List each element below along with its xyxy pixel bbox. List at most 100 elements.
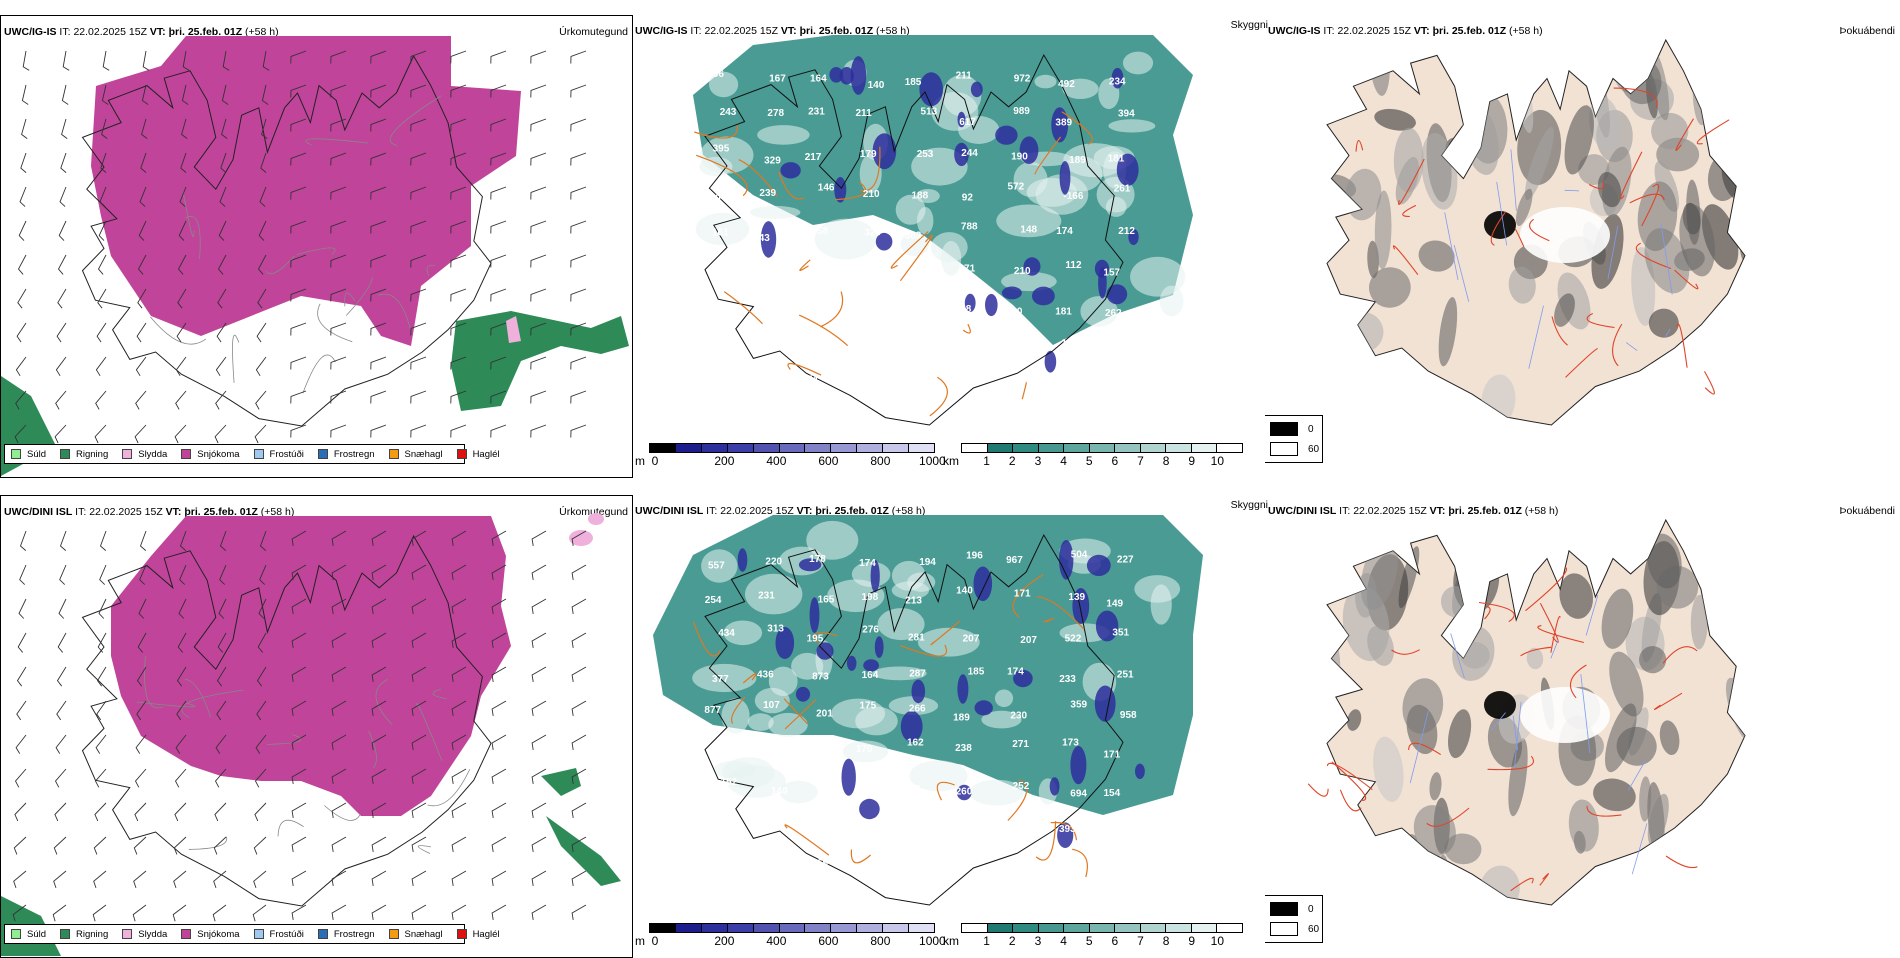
cloud-base-label: 185 (905, 77, 922, 88)
wind-barbs (14, 50, 587, 444)
legend-item: Snæhagl (388, 449, 443, 460)
legend-swatch (388, 929, 399, 939)
road-line (930, 620, 961, 646)
cloud-base-label: 210 (863, 189, 880, 200)
precip-map[interactable] (1, 16, 633, 478)
road-line (1569, 664, 1587, 699)
wind-barb (94, 768, 107, 788)
cloud-base-label: 166 (768, 744, 785, 755)
wind-barb (55, 356, 67, 377)
river-line (1585, 594, 1599, 636)
fog-patch (1647, 533, 1682, 589)
cloud-base-label: 181 (1055, 307, 1072, 318)
road-line (1478, 601, 1515, 623)
colorbar-tick: 9 (1188, 934, 1196, 948)
wind-barb (291, 870, 307, 886)
fog-patch (1601, 588, 1634, 649)
cloud-base-label: 185 (968, 667, 985, 678)
colorbar-tick: 4 (1060, 454, 1067, 468)
low-cloud-area (974, 700, 993, 716)
legend-swatch (122, 449, 133, 459)
road-line (305, 138, 369, 146)
low-cloud-area (1001, 286, 1022, 300)
cloud-base-label: 434 (718, 628, 735, 639)
wind-barb (331, 666, 347, 682)
fog-patch (1342, 58, 1353, 79)
wind-barb (331, 632, 347, 648)
panel-header: UWC/IG-IS IT: 22.02.2025 15Z VT: þri. 25… (4, 26, 279, 38)
wind-barb (411, 700, 427, 716)
coastline (704, 53, 1124, 426)
cloud-base-label: 171 (1014, 589, 1031, 600)
clear-patch (911, 147, 968, 186)
cloud-base-label: 171 (959, 263, 976, 274)
road-line (1514, 228, 1525, 247)
colorbar-tick: 2 (1008, 934, 1016, 948)
road-line (1529, 218, 1550, 242)
wind-barb (13, 870, 27, 889)
init-time: 22.02.2025 15Z (89, 506, 163, 518)
road-line (936, 781, 955, 801)
wind-barb (571, 564, 587, 580)
low-cloud-area (985, 293, 998, 317)
clear-patch (1134, 575, 1181, 603)
wind-barb (139, 186, 147, 207)
wind-barb (490, 424, 507, 438)
road-line (1539, 873, 1549, 886)
wind-barb (411, 768, 427, 784)
road-line (324, 805, 361, 821)
colorbar-swatch (962, 444, 988, 452)
low-cloud-area (850, 56, 867, 95)
clear-patch (1001, 271, 1057, 292)
road-line (1620, 151, 1643, 200)
cloud-base-label: 188 (912, 190, 929, 201)
wind-barb (136, 322, 147, 343)
colorbar-swatch (1217, 444, 1243, 452)
road-line (929, 376, 948, 417)
wind-barb (19, 186, 27, 207)
wind-barb (491, 904, 507, 920)
fog-map[interactable] (1265, 495, 1900, 958)
cloud-base-label: 182 (917, 816, 934, 827)
cloud-base-label: 198 (967, 344, 984, 355)
colorbar-unit: m (635, 934, 645, 948)
lead-time: (+58 h) (876, 25, 910, 37)
cloud-base-label: 173 (1062, 737, 1079, 748)
fog-patch (1345, 520, 1369, 558)
fog-patch (1341, 344, 1359, 368)
fog-legend-label: 60 (1308, 443, 1320, 455)
low-cloud-area (829, 67, 843, 83)
precip-map[interactable] (1, 496, 633, 958)
precip-legend: Súld Rigning Slydda Snjókoma Frostúði Frostre… (4, 924, 500, 944)
river-line (1564, 189, 1580, 192)
legend-label: Haglél (472, 928, 500, 940)
wind-barb (411, 802, 427, 818)
clear-patch (1062, 78, 1099, 99)
colorbar-swatch (909, 924, 934, 932)
wind-barb (370, 220, 387, 234)
visibility-field (653, 515, 1203, 906)
valid-label: VT: (165, 506, 182, 518)
wind-barb (531, 700, 547, 716)
wind-barb (14, 768, 27, 788)
wind-barb (101, 118, 108, 139)
cloud-base-label: 572 (1008, 181, 1025, 192)
legend-item: Slydda (122, 449, 167, 460)
cloud-base-label: 162 (907, 738, 924, 749)
cloud-base-label: 260 (956, 786, 973, 797)
cloud-base-label: 393 (1059, 824, 1076, 835)
coastline (81, 534, 492, 907)
clear-patch (699, 156, 733, 177)
wind-barb (411, 904, 427, 920)
wind-barb (132, 904, 147, 922)
colorbar-tick: 7 (1137, 454, 1144, 468)
wind-barb (291, 632, 307, 648)
low-cloud-area (737, 548, 748, 572)
fog-map[interactable] (1265, 15, 1900, 478)
glacier (1520, 687, 1610, 743)
low-cloud-area (1135, 763, 1145, 779)
wind-barb (451, 530, 467, 546)
legend-swatch (60, 449, 71, 459)
